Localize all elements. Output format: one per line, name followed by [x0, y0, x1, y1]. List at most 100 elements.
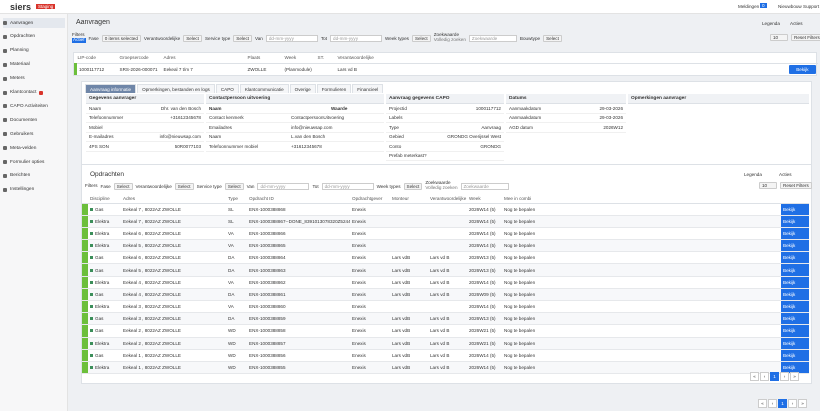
view-button[interactable]: Bekijk	[783, 328, 796, 334]
tab[interactable]: Financieel	[352, 84, 384, 93]
search-title: Zoekwaarde	[425, 180, 451, 186]
search-input[interactable]: Zoekwaarde	[468, 34, 517, 42]
view-button[interactable]: Bekijk	[783, 352, 796, 358]
sidebar-item[interactable]: Klantcontact	[3, 88, 65, 98]
filter-field[interactable]: Select	[113, 182, 133, 190]
filter-field[interactable]: Select	[224, 182, 244, 190]
page-button[interactable]: »	[790, 372, 799, 381]
page-size[interactable]: 10	[770, 34, 788, 41]
view-button[interactable]: Bekijk	[783, 255, 796, 261]
reset-filters[interactable]: Reset Filters	[780, 182, 812, 189]
cell-text: ENX-1000388861	[249, 291, 286, 297]
search-input[interactable]: Zoekwaarde	[460, 182, 509, 190]
notifications[interactable]: Meldingen	[738, 4, 760, 9]
tab[interactable]: Overige	[289, 84, 316, 93]
page-button[interactable]: 1	[778, 399, 787, 408]
discipline-icon	[90, 317, 93, 321]
page-button[interactable]: ›	[788, 399, 797, 408]
filter-field[interactable]: dd-mm-yyyy	[321, 182, 374, 190]
page-button[interactable]: ‹	[760, 372, 769, 381]
sidebar-label: Meters	[10, 76, 25, 82]
sidebar-item[interactable]: Gebruikers	[3, 129, 65, 139]
sidebar-item[interactable]: Meters	[3, 74, 65, 84]
filter-status: Actief	[72, 37, 86, 43]
tab[interactable]: Opmerkingen, bestanden en logs	[137, 84, 215, 93]
full-search-toggle[interactable]: Volledig zoeken	[433, 37, 466, 42]
column-header: Opdrachtgever	[352, 195, 383, 201]
cell-text: ENX-1000388863	[249, 267, 286, 273]
tab[interactable]: Aanvraag informatie	[85, 84, 137, 93]
view-button[interactable]: Bekijk	[783, 230, 796, 236]
sidebar-item[interactable]: Documenten	[3, 115, 65, 125]
page-button[interactable]: 1	[770, 372, 779, 381]
filter-field[interactable]: dd-mm-yyyy	[265, 34, 318, 42]
section-title: Datums	[506, 94, 626, 104]
sidebar-item[interactable]: Planning	[3, 46, 65, 56]
cell: Eekeal 5 , 8022AZ ZWOLLE	[121, 240, 226, 252]
sidebar-icon	[3, 132, 7, 137]
tab[interactable]: Formulieren	[316, 84, 352, 93]
filter-field[interactable]: Select	[403, 182, 423, 190]
tab[interactable]: Klantcommunicatie	[239, 84, 289, 93]
filter-field[interactable]: Select	[174, 182, 194, 190]
legend-button[interactable]: Legenda	[762, 21, 780, 26]
view-button[interactable]: Bekijk	[783, 340, 796, 346]
filter-field[interactable]: Select	[543, 34, 562, 42]
sidebar-item[interactable]: Instellingen	[3, 185, 65, 195]
filter-field-label: Tot	[320, 35, 328, 41]
filter-field[interactable]: Select	[183, 34, 202, 42]
page-button[interactable]: «	[750, 372, 759, 381]
view-button[interactable]: Bekijk	[783, 291, 796, 297]
sidebar-item[interactable]: Berichten	[3, 171, 65, 181]
info-row: Naam Waarde	[206, 104, 384, 114]
cell-text: Enexis	[352, 218, 366, 224]
full-search-toggle[interactable]: Volledig zoeken	[425, 185, 458, 190]
view-button[interactable]: Bekijk	[783, 279, 796, 285]
cell: Eekeal 1 , 8022AZ ZWOLLE	[121, 349, 226, 361]
actions-button[interactable]: Acties	[779, 172, 792, 177]
sidebar-label: CAPO Activiteiten	[10, 103, 48, 109]
view-button[interactable]: Bekijk	[783, 316, 796, 322]
cell-text: Eekeal 4 , 8022AZ ZWOLLE	[123, 291, 181, 297]
status-strip	[82, 324, 88, 338]
filter-field[interactable]: 0 items selected	[101, 34, 141, 42]
sidebar-item[interactable]: Meta-velden	[3, 143, 65, 153]
page-button[interactable]: ›	[780, 372, 789, 381]
sidebar-item[interactable]: CAPO Activiteiten	[3, 101, 65, 111]
cell: DA	[226, 252, 247, 264]
filter-field[interactable]: dd-mm-yyyy	[257, 182, 310, 190]
column-header: Adres	[123, 195, 136, 201]
cell: Lars vdB	[390, 264, 428, 276]
filter-field[interactable]: Select	[233, 34, 253, 42]
cell: Eekeal 5 , 8022AZ ZWOLLE	[121, 264, 226, 276]
sidebar-item[interactable]: Materiaal	[3, 60, 65, 70]
view-button[interactable]: Bekijk	[783, 304, 796, 310]
status-strip	[82, 263, 88, 277]
cell: ENX-1000388865	[247, 240, 350, 252]
view-button[interactable]: Bekijk	[783, 243, 796, 249]
page-size[interactable]: 10	[759, 182, 777, 189]
view-button[interactable]: Bekijk	[783, 267, 796, 273]
view-button[interactable]: Bekijk	[783, 365, 796, 371]
discipline-icon	[90, 280, 93, 284]
page-button[interactable]: «	[758, 399, 767, 408]
tab[interactable]: CAPO	[215, 84, 239, 93]
filter-field[interactable]: Select	[411, 34, 431, 42]
view-button[interactable]: Bekijk	[783, 218, 796, 224]
legend-button[interactable]: Legenda	[744, 172, 762, 177]
cell-text: Elektra	[95, 340, 110, 346]
sidebar-item[interactable]: Opdrachten	[3, 32, 65, 42]
view-button[interactable]: Bekijk	[783, 206, 796, 212]
filter-field[interactable]: dd-mm-yyyy	[330, 34, 383, 42]
sidebar-item[interactable]: Formulier opties	[3, 157, 65, 167]
sidebar-label: Berichten	[10, 173, 31, 179]
info-row: Labels	[386, 114, 504, 123]
page-button[interactable]: ‹	[768, 399, 777, 408]
sidebar-item[interactable]: Aanvragen	[3, 18, 65, 28]
reset-filters[interactable]: Reset Filters	[791, 34, 820, 41]
user-menu[interactable]: Nieuwbouw Support	[778, 4, 820, 9]
actions-button[interactable]: Acties	[790, 21, 803, 26]
page-button[interactable]: »	[798, 399, 807, 408]
orders-title: Opdrachten	[90, 171, 124, 178]
view-button[interactable]: Bekijk	[789, 64, 816, 74]
